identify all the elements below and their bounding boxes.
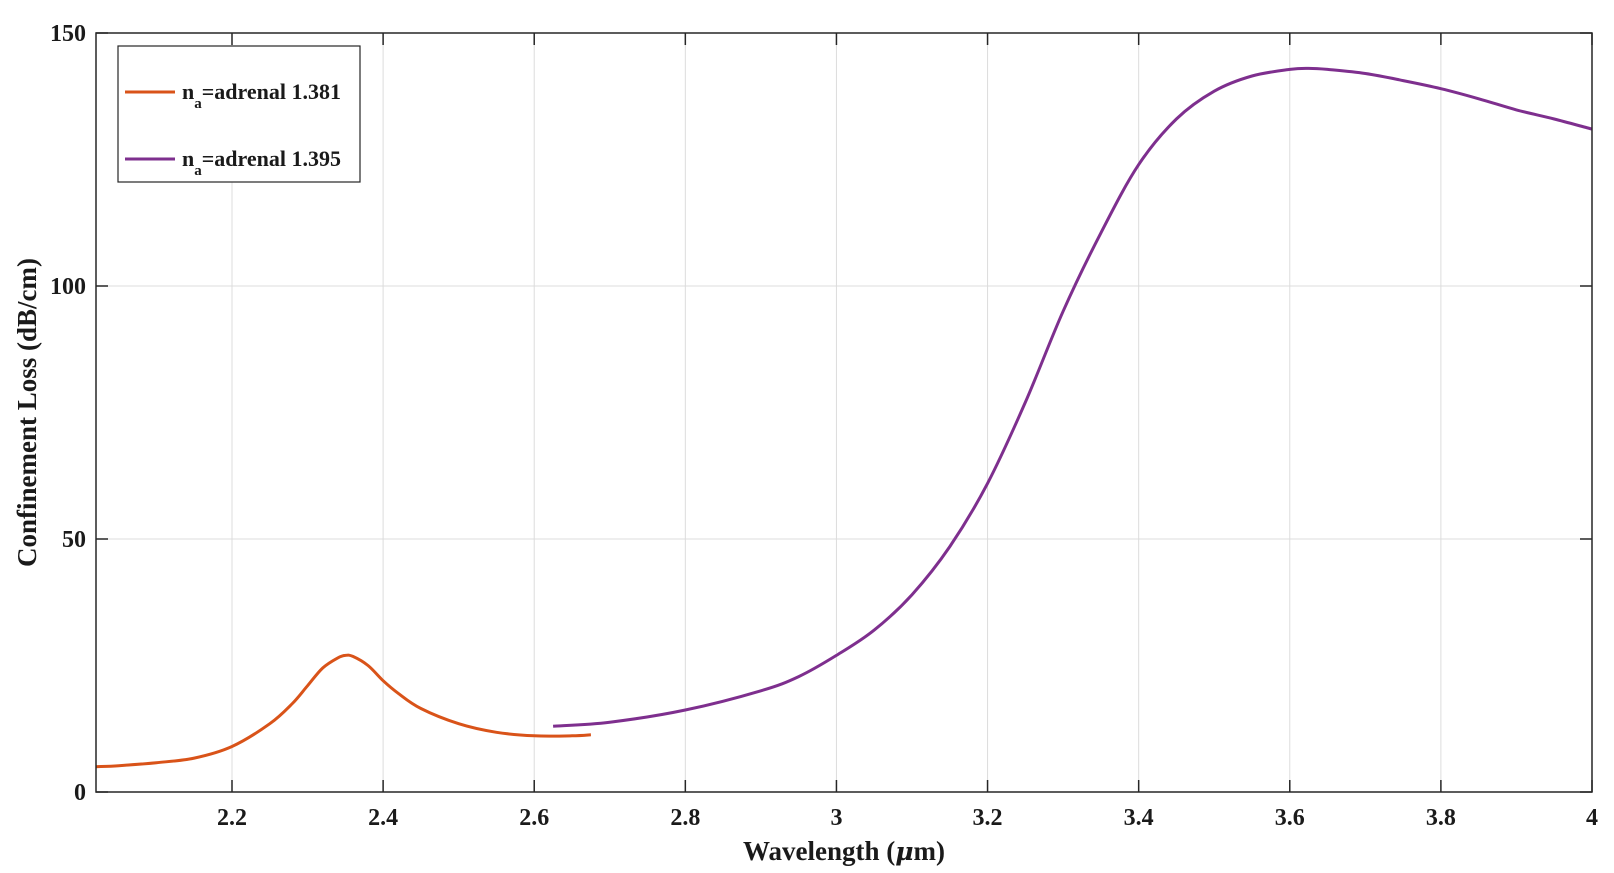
series-line-1	[95, 653, 591, 769]
axis-ticks	[96, 32, 1593, 793]
x-tick-label: 2.4	[368, 805, 398, 831]
x-axis-title-text: Wavelength	[743, 836, 880, 866]
x-axis-unit-open: (	[886, 836, 895, 866]
y-tick-label: 0	[74, 780, 86, 806]
series-line-2	[552, 66, 1593, 728]
x-axis-unit-mu: μ	[895, 837, 913, 866]
x-tick-label: 3.8	[1426, 805, 1456, 831]
plot-frame	[95, 32, 1593, 793]
legend-label-subscript: a	[194, 163, 202, 179]
x-tick-label: 3.6	[1275, 805, 1305, 831]
legend-label-main: n	[182, 146, 194, 171]
x-tick-label: 2.8	[670, 805, 700, 831]
x-axis-title: Wavelength (μm)	[743, 836, 945, 866]
tick-labels: 2.2 2.4 2.6 2.8 3 3.2 3.4 3.6 3.8 4 0 50 100 150	[50, 21, 1598, 831]
legend-label-rest: =adrenal 1.395	[202, 146, 341, 171]
legend-label-subscript: a	[194, 96, 202, 112]
x-axis-unit-close: m)	[914, 836, 945, 866]
x-tick-label: 3.4	[1124, 805, 1154, 831]
y-tick-label: 100	[50, 274, 86, 300]
x-tick-label: 3	[830, 805, 842, 831]
x-tick-label: 2.2	[217, 805, 247, 831]
series-lines	[95, 66, 1593, 769]
y-tick-label: 150	[50, 21, 86, 47]
x-tick-label: 4	[1586, 805, 1598, 831]
legend-label-main: n	[182, 79, 194, 104]
legend-label-rest: =adrenal 1.381	[202, 79, 341, 104]
x-tick-label: 2.6	[519, 805, 549, 831]
y-axis-title: Confinement Loss (dB/cm)	[12, 258, 42, 567]
y-tick-label: 50	[62, 527, 86, 553]
legend-label-1: na=adrenal 1.381	[182, 79, 341, 112]
x-tick-label: 3.2	[973, 805, 1003, 831]
legend-label-2: na=adrenal 1.395	[182, 146, 341, 179]
